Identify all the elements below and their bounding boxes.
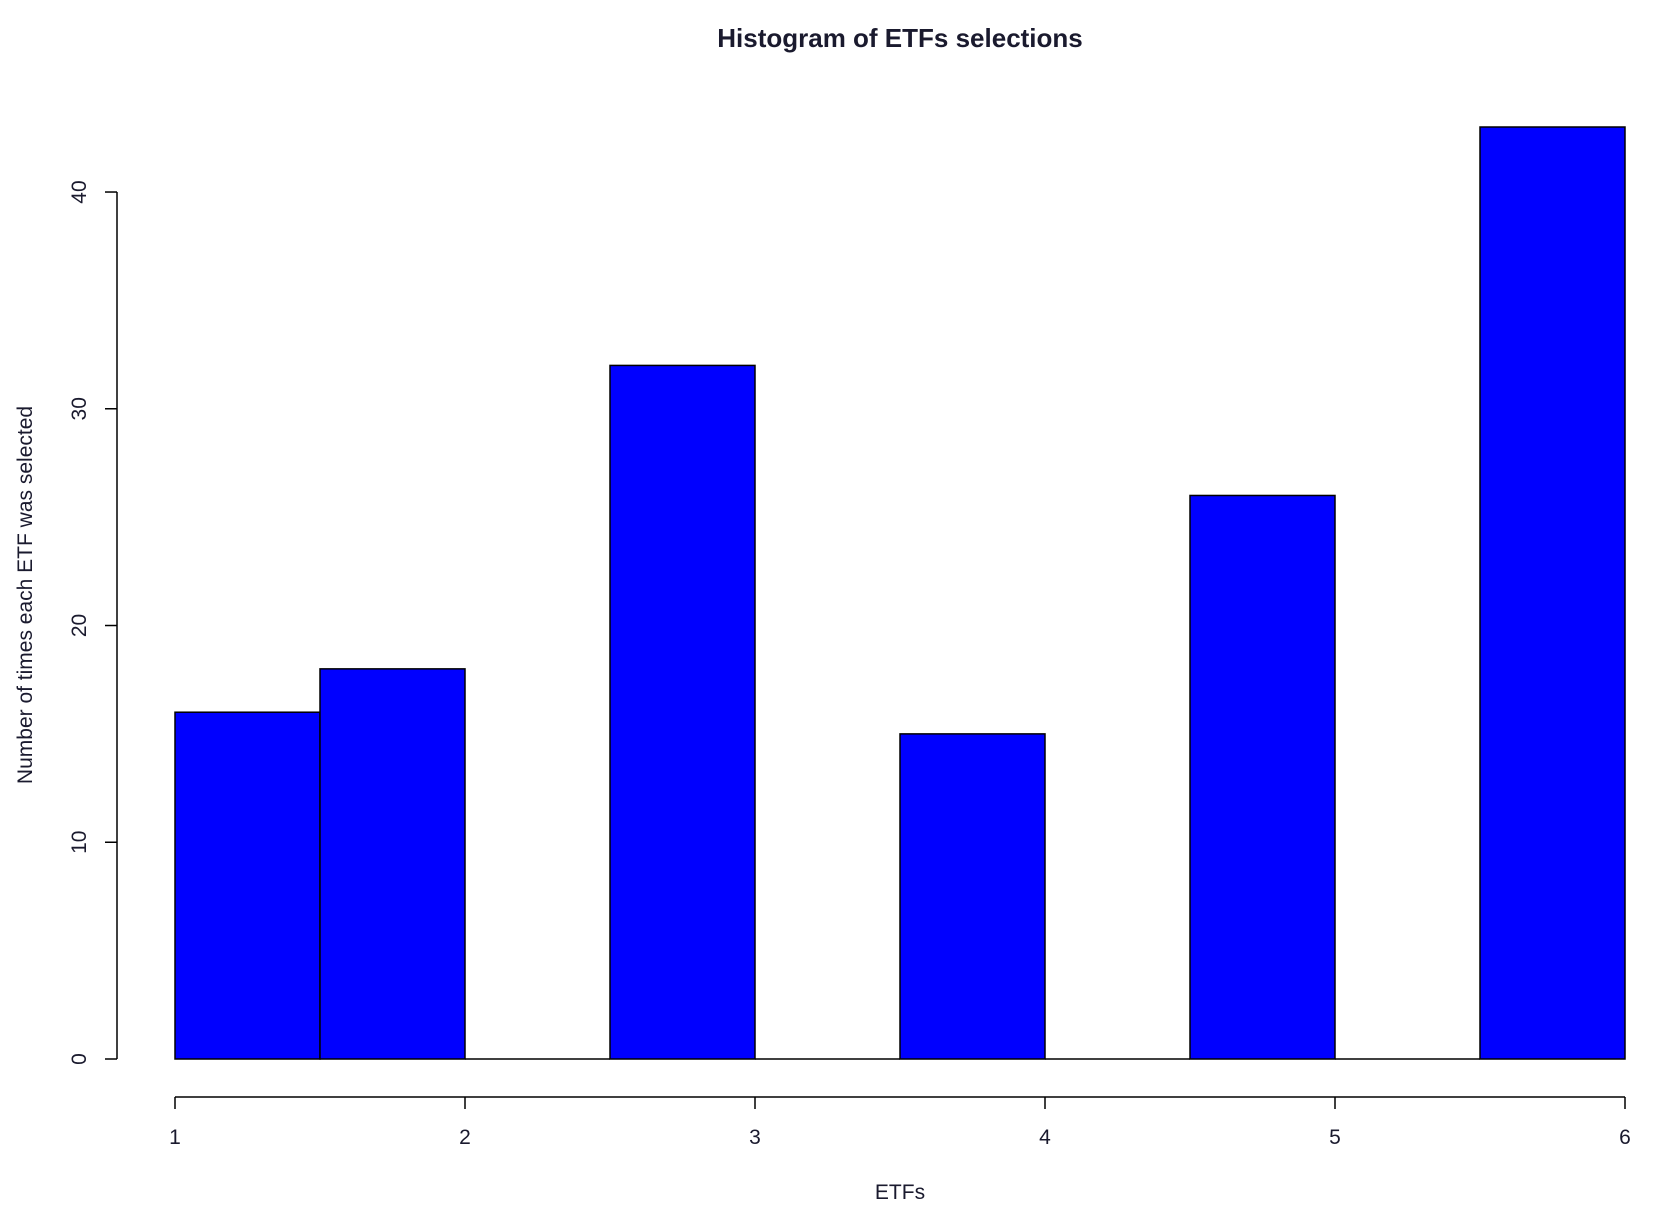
y-axis: 0 10 20 30 40 — [68, 180, 118, 1065]
x-tick-label: 3 — [749, 1126, 761, 1149]
y-tick-label: 20 — [68, 614, 91, 637]
bars-group — [174, 126, 1626, 1060]
histogram-bar-10 — [1479, 126, 1626, 1060]
x-axis-label: ETFs — [875, 1181, 925, 1204]
x-tick-label: 2 — [459, 1126, 471, 1149]
y-tick-label: 30 — [68, 397, 91, 420]
x-axis: 1 2 3 4 5 6 — [169, 1096, 1631, 1149]
x-tick-label: 4 — [1039, 1126, 1051, 1149]
histogram-bar-2 — [319, 668, 466, 1060]
x-tick-label: 5 — [1329, 1126, 1341, 1149]
y-tick-label: 40 — [68, 180, 91, 203]
histogram-bar-6 — [899, 733, 1046, 1060]
y-tick-label: 0 — [68, 1053, 91, 1065]
y-axis-label: Number of times each ETF was selected — [14, 406, 37, 784]
x-tick-label: 1 — [169, 1126, 181, 1149]
histogram-bar-1 — [174, 711, 321, 1060]
histogram-bar-8 — [1189, 494, 1336, 1060]
histogram-bar-4 — [609, 364, 756, 1060]
chart-title: Histogram of ETFs selections — [717, 23, 1083, 53]
x-tick-label: 6 — [1619, 1126, 1631, 1149]
y-tick-label: 10 — [68, 831, 91, 854]
